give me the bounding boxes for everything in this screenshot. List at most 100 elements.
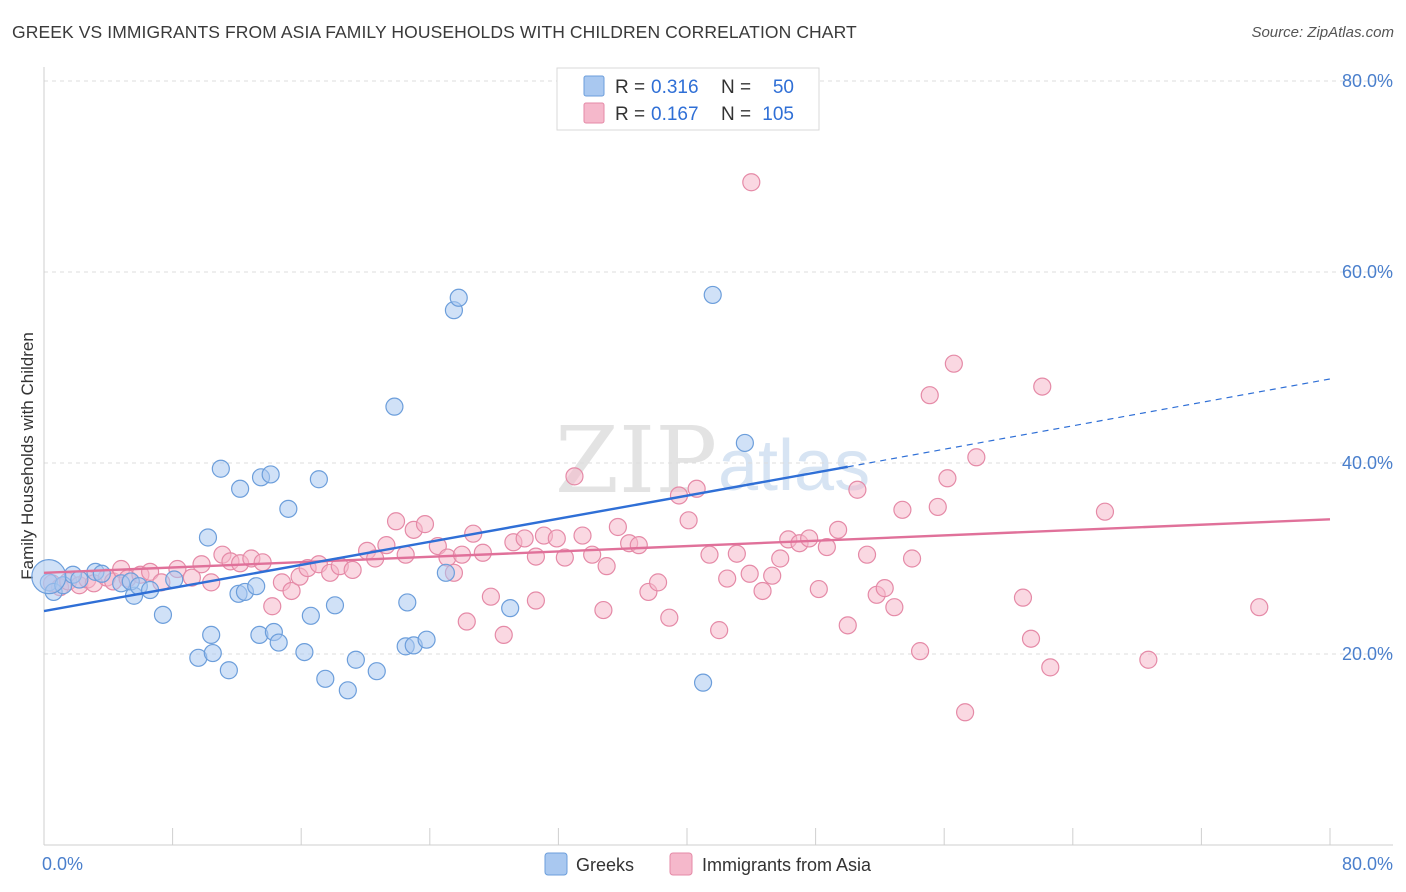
asia-point	[526, 591, 545, 610]
asia-point	[928, 497, 947, 517]
asia-point	[893, 500, 912, 519]
asia-point	[386, 512, 406, 531]
asia-point	[920, 386, 939, 405]
asia-point	[718, 569, 737, 588]
greek-point	[269, 633, 288, 652]
asia-point	[565, 467, 584, 486]
legend-swatch-asia	[583, 102, 605, 124]
greek-point	[279, 499, 298, 518]
bottom-legend-swatch-asia	[669, 852, 693, 876]
asia-point	[555, 548, 574, 567]
greek-point	[202, 625, 221, 645]
bottom-legend-swatch-greeks	[544, 852, 568, 876]
asia-point	[660, 608, 679, 627]
legend-n-value-asia: 105	[762, 104, 794, 125]
asia-point	[838, 616, 857, 635]
chart-title: GREEK VS IMMIGRANTS FROM ASIA FAMILY HOU…	[12, 22, 857, 42]
greek-point	[153, 605, 173, 624]
greek-point	[231, 479, 250, 498]
asia-point	[263, 597, 282, 616]
asia-point	[473, 543, 492, 562]
asia-point	[1033, 377, 1052, 396]
y-axis-title: Family Households with Children	[18, 332, 37, 580]
legend-r-label-greeks: R =	[615, 77, 645, 98]
asia-point	[515, 529, 534, 548]
x-tick-label-min: 0.0%	[42, 854, 83, 874]
trend-line-greeks	[43, 465, 848, 613]
greek-point	[693, 673, 713, 692]
legend-r-value-greeks: 0.316	[651, 77, 699, 98]
greek-point	[70, 570, 89, 589]
bottom-legend-label-asia: Immigrants from Asia	[702, 855, 872, 875]
greek-point	[211, 459, 230, 478]
source-credit: Source: ZipAtlas.com	[1251, 24, 1394, 41]
asia-point	[1041, 658, 1060, 677]
asia-point	[829, 520, 848, 539]
y-tick-label: 40.0%	[1342, 453, 1393, 473]
y-tick-label: 60.0%	[1342, 262, 1393, 282]
greek-point-cluster	[31, 559, 67, 595]
greek-point	[735, 433, 754, 453]
asia-point	[457, 612, 476, 631]
asia-point	[727, 544, 746, 563]
asia-point	[547, 529, 566, 548]
greek-point	[198, 528, 218, 547]
asia-point	[771, 549, 790, 568]
legend-r-label-asia: R =	[615, 104, 645, 125]
legend-r-value-asia: 0.167	[651, 104, 699, 125]
greek-point	[92, 564, 111, 583]
greek-point	[385, 397, 404, 416]
asia-point	[282, 581, 301, 601]
greek-point	[316, 669, 335, 688]
asia-point	[938, 469, 957, 488]
y-tick-labels: 20.0% 40.0% 60.0% 80.0%	[1342, 71, 1393, 664]
asia-point	[396, 545, 415, 564]
trend-lines	[43, 378, 1331, 613]
greek-point	[703, 285, 722, 305]
asia-point	[875, 579, 894, 598]
asia-point	[594, 600, 613, 620]
asia-point	[800, 529, 819, 548]
greek-point	[309, 470, 328, 489]
legend-n-label-greeks: N =	[721, 77, 751, 98]
asia-point	[1021, 629, 1041, 648]
asia-point	[742, 173, 761, 192]
asia-point	[1095, 502, 1115, 521]
greek-point	[436, 563, 455, 582]
asia-point	[629, 536, 648, 555]
series-greek-points	[31, 285, 754, 700]
greek-point	[247, 577, 266, 596]
asia-point	[848, 480, 867, 499]
asia-point	[679, 511, 698, 530]
asia-point	[415, 515, 435, 534]
asia-point	[857, 545, 877, 564]
greek-point	[338, 681, 357, 700]
asia-point	[648, 573, 668, 592]
legend-n-value-greeks: 50	[773, 77, 794, 98]
greek-point	[219, 661, 238, 680]
asia-point	[944, 354, 963, 373]
trend-line-asia	[43, 518, 1331, 575]
asia-point	[710, 621, 729, 640]
greek-point	[501, 599, 520, 618]
asia-point	[740, 564, 759, 583]
y-tick-label: 20.0%	[1342, 644, 1393, 664]
asia-point	[955, 703, 975, 722]
greek-point	[417, 630, 436, 649]
legend-n-label-asia: N =	[721, 104, 751, 125]
asia-point	[573, 526, 592, 545]
asia-point	[817, 537, 836, 557]
asia-point	[700, 545, 719, 564]
asia-point	[182, 568, 201, 587]
asia-point	[763, 566, 782, 585]
trend-line-greeks-extension	[847, 378, 1331, 468]
asia-point	[753, 581, 772, 601]
asia-point	[1013, 588, 1033, 607]
greek-point	[346, 650, 365, 669]
y-tick-label: 80.0%	[1342, 71, 1393, 91]
greek-point	[325, 596, 345, 615]
series-legend: Greeks Immigrants from Asia	[544, 852, 872, 876]
asia-point	[481, 587, 500, 606]
asia-point	[1139, 650, 1158, 669]
